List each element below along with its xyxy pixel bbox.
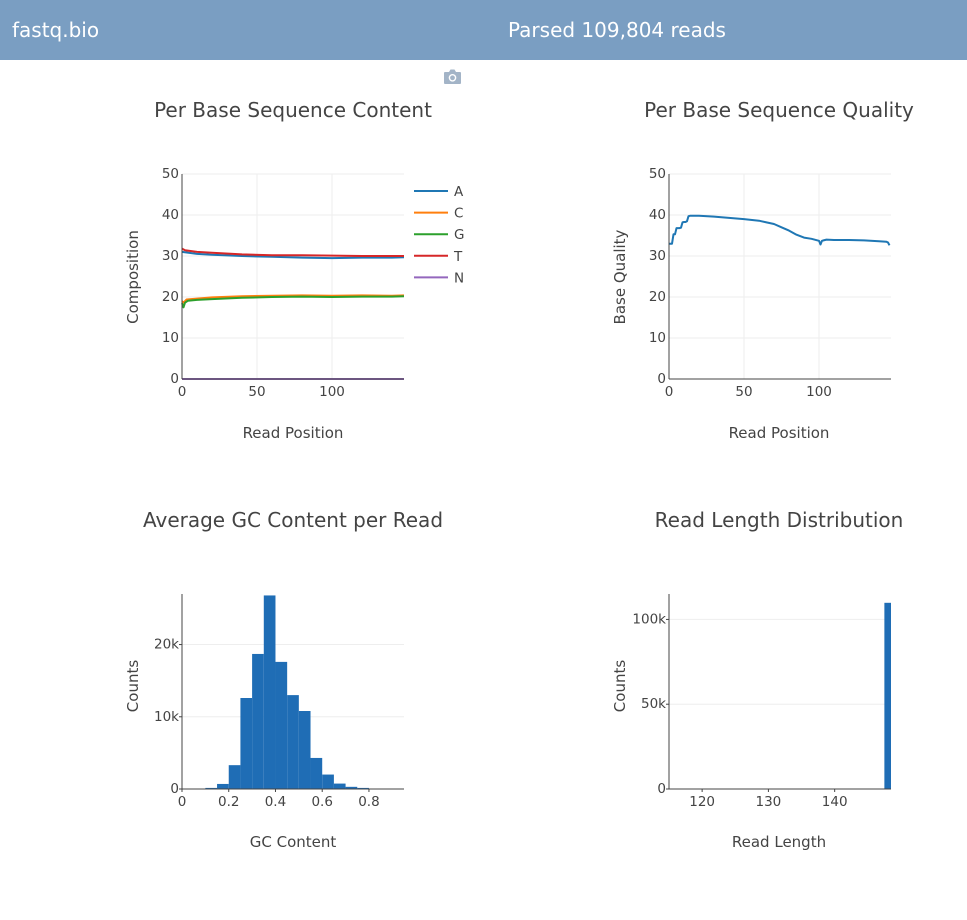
y-tick-label: 30 [162, 248, 179, 264]
x-axis-label: Read Position [729, 424, 830, 442]
chart-title: Per Base Sequence Content [154, 98, 432, 122]
chart-title: Read Length Distribution [655, 508, 904, 532]
histogram-bar [217, 784, 229, 789]
x-tick-label: 120 [689, 794, 715, 810]
histogram-bar [299, 711, 311, 789]
x-tick-label: 100 [319, 384, 345, 400]
histogram-bar [322, 775, 334, 789]
chart-title: Per Base Sequence Quality [644, 98, 914, 122]
legend-label-n: N [454, 270, 464, 286]
x-tick-label: 50 [735, 384, 752, 400]
histogram-bar [229, 765, 241, 789]
y-axis-label: Composition [124, 230, 142, 324]
histogram-bar [275, 662, 287, 789]
y-axis-label: Base Quality [611, 229, 629, 324]
x-tick-label: 0.4 [265, 794, 286, 810]
histogram-bar [240, 698, 252, 789]
legend-label-a: A [454, 184, 464, 200]
y-tick-label: 40 [649, 207, 666, 223]
y-tick-label: 100k [632, 611, 666, 627]
y-tick-label: 50 [649, 166, 666, 182]
x-tick-label: 130 [756, 794, 782, 810]
histogram-bar [287, 695, 299, 789]
series-line-quality [669, 216, 890, 246]
histogram-bar [252, 654, 264, 789]
y-tick-label: 0 [657, 781, 666, 797]
x-tick-label: 0.2 [218, 794, 239, 810]
x-tick-label: 50 [248, 384, 265, 400]
camera-icon[interactable] [443, 68, 462, 85]
chart-title: Average GC Content per Read [143, 508, 443, 532]
y-tick-label: 50 [162, 166, 179, 182]
legend-label-c: C [454, 206, 463, 222]
x-tick-label: 0 [178, 384, 187, 400]
y-tick-label: 50k [641, 696, 666, 712]
y-tick-label: 40 [162, 207, 179, 223]
y-axis-label: Counts [611, 660, 629, 713]
x-tick-label: 100 [806, 384, 832, 400]
histogram-bar [334, 784, 346, 789]
y-tick-label: 10 [162, 330, 179, 346]
y-tick-label: 10k [154, 709, 179, 725]
x-tick-label: 140 [822, 794, 848, 810]
histogram-bar [311, 758, 323, 789]
y-tick-label: 20k [154, 637, 179, 653]
y-tick-label: 10 [649, 330, 666, 346]
legend-label-t: T [453, 249, 463, 265]
app-header: fastq.bio Parsed 109,804 reads [0, 0, 967, 60]
x-tick-label: 0 [665, 384, 674, 400]
x-tick-label: 0 [178, 794, 187, 810]
x-tick-label: 0.6 [311, 794, 332, 810]
histogram-bar [884, 603, 891, 789]
x-axis-label: Read Length [732, 833, 826, 851]
legend-label-g: G [454, 227, 464, 243]
y-tick-label: 20 [162, 289, 179, 305]
y-axis-label: Counts [124, 660, 142, 713]
histogram-bar [264, 595, 276, 789]
y-tick-label: 30 [649, 248, 666, 264]
parse-status: Parsed 109,804 reads [0, 18, 967, 42]
x-tick-label: 0.8 [358, 794, 379, 810]
chart-read-length: Read Length Distribution 0 50k 100k 120 130 1… [487, 500, 967, 920]
x-axis-label: GC Content [250, 833, 337, 851]
y-tick-label: 20 [649, 289, 666, 305]
x-axis-label: Read Position [243, 424, 344, 442]
